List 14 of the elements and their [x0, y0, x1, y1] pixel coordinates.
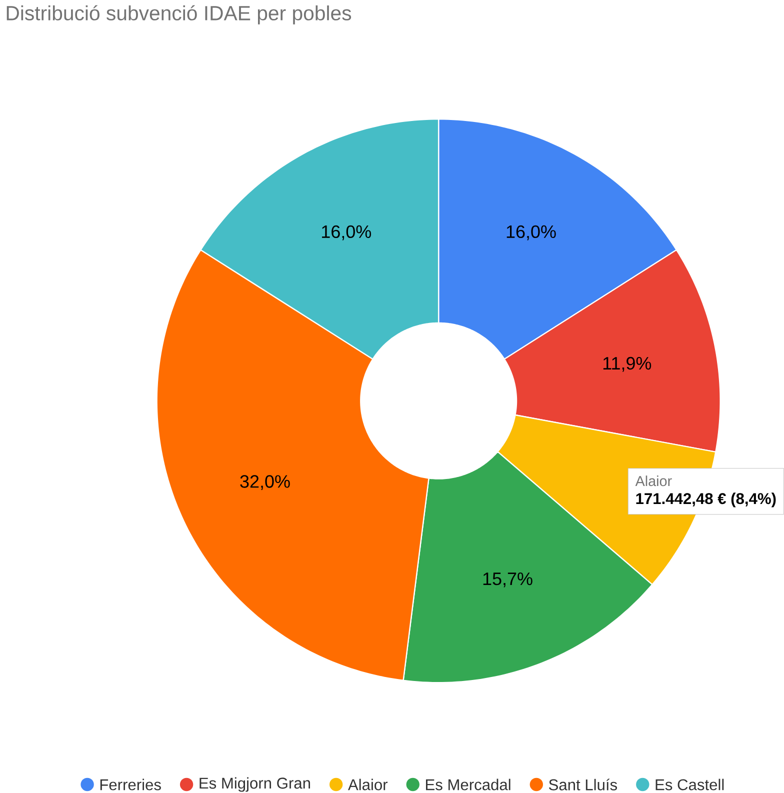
- text: 171.442,48 € (8,4%): [636, 492, 776, 508]
- chart-title: Distribució subvenció IDAE per pobles: [6, 5, 352, 24]
- legend-label: Ferreries: [100, 778, 161, 790]
- legend-label: Alaior: [348, 778, 388, 790]
- legend-label: Es Castell: [656, 778, 724, 790]
- data-label: 16,0%: [322, 225, 372, 240]
- text: Alaior: [635, 476, 672, 486]
- legend-label: Es Mercadal: [426, 778, 510, 790]
- legend-label: Es Migjorn Gran: [200, 777, 310, 792]
- data-label: 32,0%: [240, 475, 290, 490]
- data-label: 16,0%: [506, 225, 556, 240]
- data-label: 15,7%: [483, 572, 532, 588]
- legend-label: Sant Lluís: [549, 778, 618, 790]
- data-label: 11,9%: [603, 356, 652, 372]
